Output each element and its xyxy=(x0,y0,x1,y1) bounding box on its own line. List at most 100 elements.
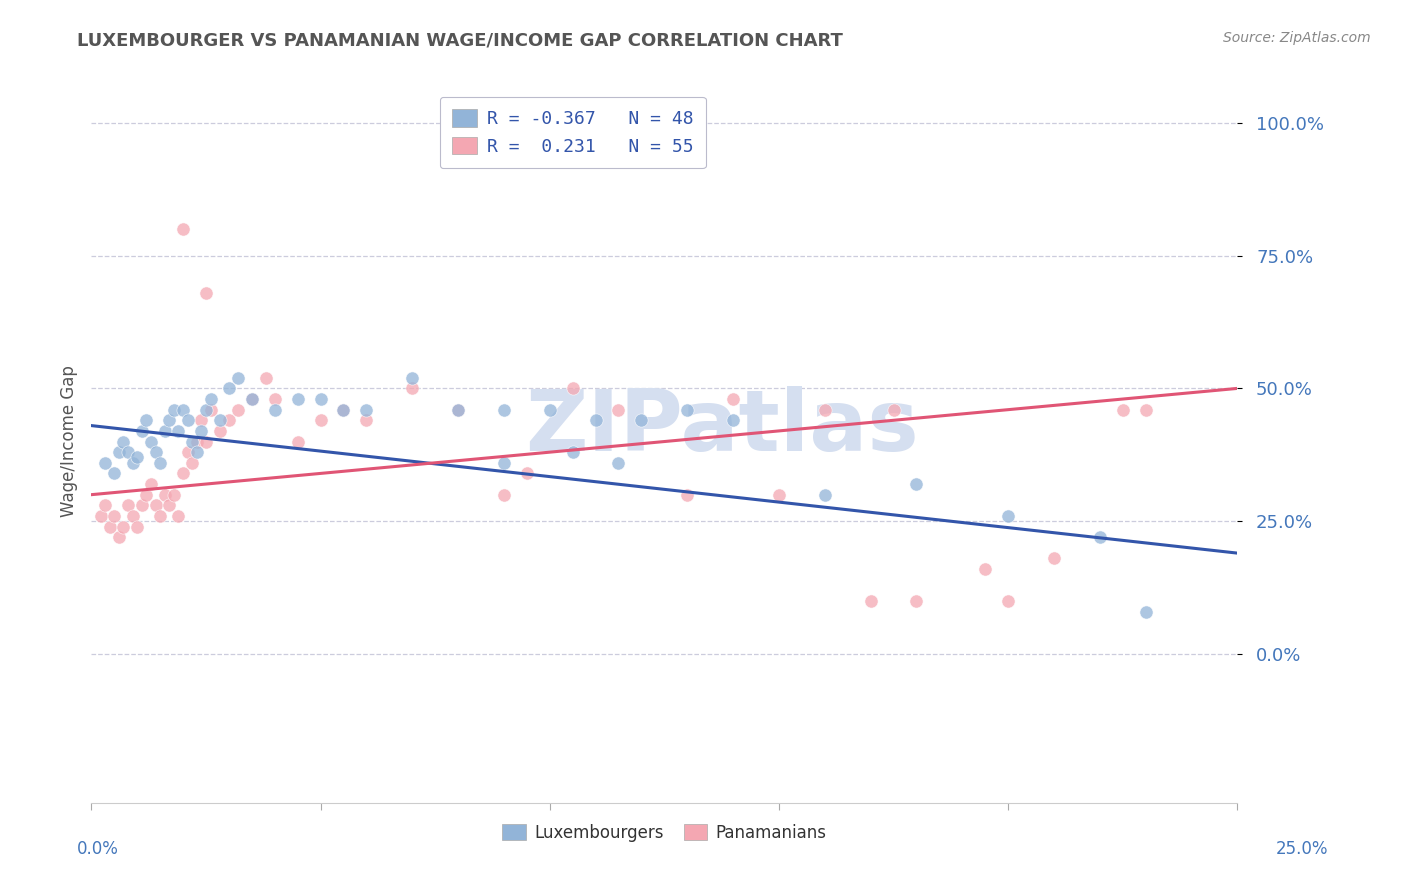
Point xyxy=(157,498,180,512)
Point xyxy=(145,498,167,512)
Point xyxy=(149,508,172,523)
Point xyxy=(218,413,240,427)
Point xyxy=(356,413,378,427)
Point xyxy=(814,488,837,502)
Point xyxy=(859,594,882,608)
Point xyxy=(561,381,583,395)
Point xyxy=(149,456,172,470)
Point xyxy=(401,381,423,395)
Point xyxy=(139,434,162,449)
Point xyxy=(90,508,112,523)
Point xyxy=(287,434,309,449)
Point xyxy=(131,498,153,512)
Point xyxy=(131,424,153,438)
Point xyxy=(287,392,309,406)
Y-axis label: Wage/Income Gap: Wage/Income Gap xyxy=(59,366,77,517)
Point xyxy=(721,392,744,406)
Point xyxy=(492,402,515,417)
Point xyxy=(226,402,249,417)
Point xyxy=(121,508,143,523)
Point xyxy=(172,467,194,481)
Point xyxy=(153,424,176,438)
Point xyxy=(263,402,285,417)
Point xyxy=(676,402,699,417)
Point xyxy=(127,519,149,533)
Point xyxy=(172,402,194,417)
Point xyxy=(176,413,198,427)
Point xyxy=(181,456,204,470)
Point xyxy=(356,402,378,417)
Point xyxy=(190,424,212,438)
Point xyxy=(1135,402,1157,417)
Point xyxy=(181,434,204,449)
Point xyxy=(332,402,354,417)
Point xyxy=(218,381,240,395)
Point xyxy=(127,450,149,465)
Point xyxy=(176,445,198,459)
Point xyxy=(94,498,117,512)
Point xyxy=(254,371,277,385)
Point xyxy=(1111,402,1133,417)
Point xyxy=(997,508,1019,523)
Text: 0.0%: 0.0% xyxy=(77,840,120,858)
Point xyxy=(200,392,222,406)
Point xyxy=(1135,605,1157,619)
Point xyxy=(112,434,135,449)
Point xyxy=(447,402,470,417)
Legend: Luxembourgers, Panamanians: Luxembourgers, Panamanians xyxy=(496,817,832,848)
Point xyxy=(208,413,231,427)
Point xyxy=(163,402,186,417)
Text: Source: ZipAtlas.com: Source: ZipAtlas.com xyxy=(1223,31,1371,45)
Point xyxy=(492,488,515,502)
Point xyxy=(135,488,157,502)
Point xyxy=(974,562,997,576)
Point xyxy=(882,402,904,417)
Point xyxy=(240,392,263,406)
Point xyxy=(139,477,162,491)
Point xyxy=(768,488,790,502)
Point xyxy=(538,402,561,417)
Point xyxy=(190,413,212,427)
Point xyxy=(108,445,131,459)
Point xyxy=(194,285,217,300)
Point xyxy=(226,371,249,385)
Point xyxy=(186,445,208,459)
Point xyxy=(117,498,139,512)
Point xyxy=(814,402,837,417)
Point xyxy=(401,371,423,385)
Point xyxy=(121,456,143,470)
Point xyxy=(145,445,167,459)
Point xyxy=(263,392,285,406)
Point xyxy=(240,392,263,406)
Point xyxy=(194,402,217,417)
Point xyxy=(98,519,121,533)
Point xyxy=(905,477,928,491)
Point xyxy=(561,445,583,459)
Point xyxy=(1088,530,1111,544)
Point xyxy=(200,402,222,417)
Point xyxy=(112,519,135,533)
Point xyxy=(516,467,538,481)
Point xyxy=(135,413,157,427)
Point xyxy=(607,456,630,470)
Point xyxy=(103,508,125,523)
Point xyxy=(163,488,186,502)
Text: ZIPatlas: ZIPatlas xyxy=(524,385,918,468)
Point xyxy=(167,508,190,523)
Point xyxy=(721,413,744,427)
Text: 25.0%: 25.0% xyxy=(1277,840,1329,858)
Point xyxy=(167,424,190,438)
Point xyxy=(607,402,630,417)
Point xyxy=(997,594,1019,608)
Point xyxy=(332,402,354,417)
Point xyxy=(194,434,217,449)
Point xyxy=(153,488,176,502)
Point xyxy=(103,467,125,481)
Point xyxy=(585,413,607,427)
Point xyxy=(447,402,470,417)
Point xyxy=(1043,551,1066,566)
Point xyxy=(157,413,180,427)
Point xyxy=(108,530,131,544)
Text: LUXEMBOURGER VS PANAMANIAN WAGE/INCOME GAP CORRELATION CHART: LUXEMBOURGER VS PANAMANIAN WAGE/INCOME G… xyxy=(77,31,844,49)
Point xyxy=(309,413,332,427)
